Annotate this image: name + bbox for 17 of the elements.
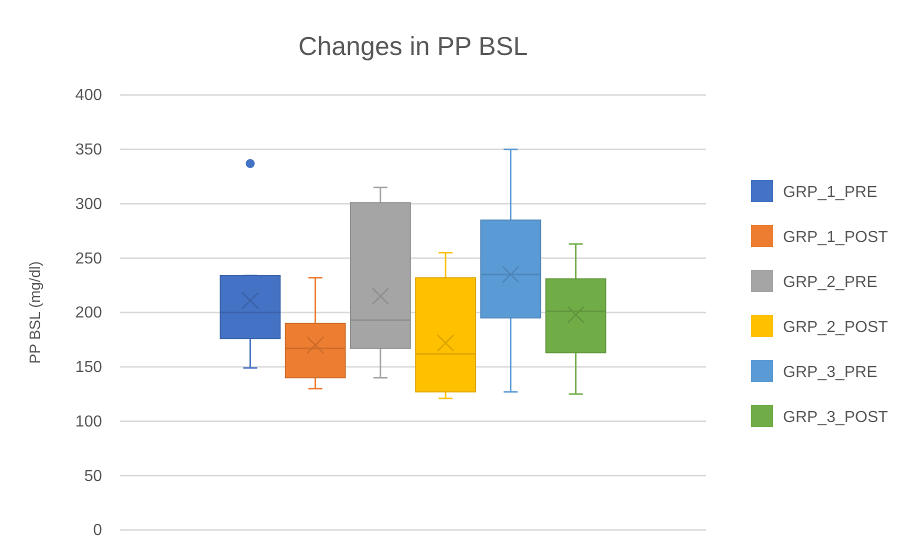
legend-label: GRP_2_POST xyxy=(783,319,888,336)
y-tick-label: 0 xyxy=(93,522,102,540)
y-tick-label: 350 xyxy=(75,141,102,158)
y-tick-label: 250 xyxy=(75,250,102,268)
y-tick-label: 150 xyxy=(75,358,102,376)
legend-label: GRP_1_PRE xyxy=(783,184,878,201)
y-tick-label: 100 xyxy=(75,413,102,430)
y-tick-label: 400 xyxy=(75,87,102,104)
y-tick-label: 50 xyxy=(84,468,102,485)
legend-label: GRP_3_POST xyxy=(783,409,888,426)
y-tick-label: 300 xyxy=(75,196,102,213)
y-tick-label: 200 xyxy=(75,304,102,322)
legend-label: GRP_3_PRE xyxy=(783,364,878,381)
legend-label: GRP_1_POST xyxy=(783,229,888,246)
chart-title: Changes in PP BSL xyxy=(298,31,528,61)
y-axis-title: PP BSL (mg/dl) xyxy=(27,261,44,364)
legend-label: GRP_2_PRE xyxy=(783,274,878,291)
